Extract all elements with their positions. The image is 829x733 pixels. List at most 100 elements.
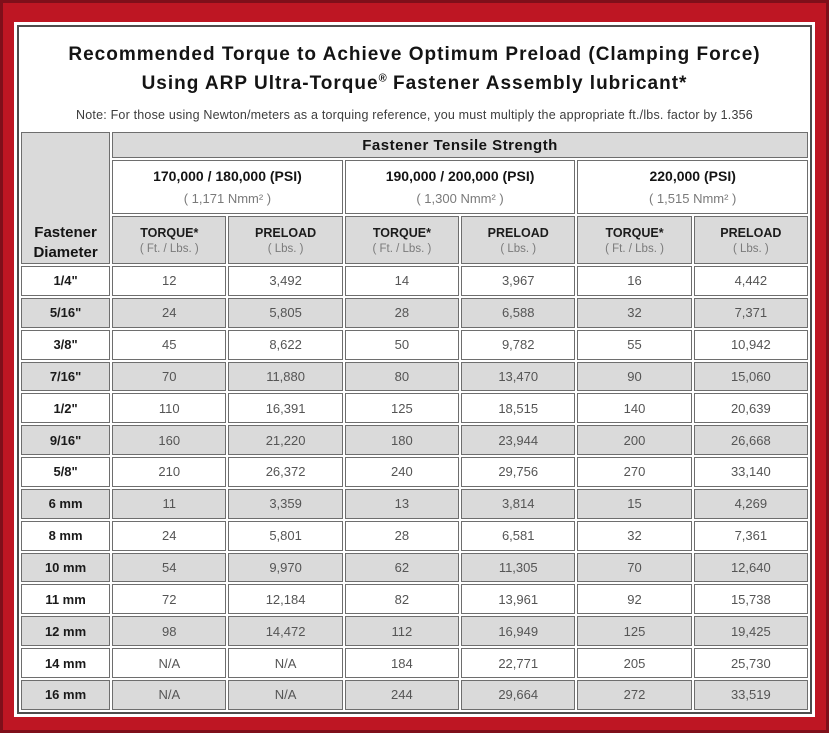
- fastener-diameter-cell: 14 mm: [21, 648, 111, 678]
- psi-group-170-180: 170,000 / 180,000 (PSI) ( 1,171 Nmm² ): [112, 160, 343, 214]
- preload-value-cell-2: 29,756: [461, 457, 576, 487]
- torque-value-cell-3: 16: [577, 266, 692, 296]
- table-row: 16 mm N/A N/A 244 29,664 272 33,519: [21, 679, 808, 710]
- preload-value-cell-2: 13,961: [461, 584, 576, 615]
- psi-group-190-200-nmm: ( 1,300 Nmm² ): [416, 191, 504, 206]
- table-row: 5/8" 210 26,372 240 29,756 270 33,140: [21, 457, 808, 487]
- torque-value-cell-1: 160: [112, 425, 227, 456]
- table-row: 1/2" 110 16,391 125 18,515 140 20,639: [21, 393, 808, 424]
- tensile-strength-header-row: Fastener Diameter Fastener Tensile Stren…: [21, 132, 808, 264]
- torque-subheader-1: TORQUE* ( Ft. / Lbs. ): [112, 216, 227, 264]
- psi-group-190-200: 190,000 / 200,000 (PSI) ( 1,300 Nmm² ): [344, 160, 576, 214]
- preload-value-cell-2: 23,944: [461, 425, 576, 456]
- psi-header-row: 170,000 / 180,000 (PSI) ( 1,171 Nmm² ) 1…: [21, 160, 808, 214]
- torque-value-cell-1: 70: [112, 361, 227, 392]
- conversion-note: Note: For those using Newton/meters as a…: [76, 108, 753, 122]
- torque-value-cell-1: N/A: [112, 679, 227, 710]
- psi-group-220-nmm: ( 1,515 Nmm² ): [648, 191, 737, 206]
- torque-value-cell-2: 28: [344, 297, 460, 328]
- preload-value-cell-3: 33,140: [693, 457, 808, 487]
- table-wrap: Fastener Diameter Fastener Tensile Stren…: [19, 130, 810, 712]
- preload-value-cell-1: 5,801: [228, 520, 343, 551]
- preload-value-cell-2: 3,967: [461, 266, 576, 296]
- preload-value-cell-1: 11,880: [228, 361, 343, 392]
- torque-value-cell-3: 270: [577, 457, 692, 487]
- torque-value-cell-1: 98: [112, 616, 227, 647]
- torque-value-cell-2: 14: [344, 266, 460, 296]
- table-row: 7/16" 70 11,880 80 13,470 90 15,060: [21, 361, 808, 392]
- preload-value-cell-2: 16,949: [461, 616, 576, 647]
- preload-value-cell-3: 4,442: [693, 266, 808, 296]
- fastener-diameter-header-line1: Fastener: [34, 223, 97, 241]
- torque-value-cell-1: 54: [112, 552, 227, 583]
- fastener-diameter-cell: 10 mm: [21, 552, 111, 583]
- preload-value-cell-3: 7,361: [693, 520, 808, 551]
- fastener-diameter-header: Fastener Diameter: [21, 132, 111, 264]
- table-row: 12 mm 98 14,472 112 16,949 125 19,425: [21, 616, 808, 647]
- table-row: 1/4" 12 3,492 14 3,967 16 4,442: [21, 266, 808, 296]
- torque-value-cell-3: 200: [577, 425, 692, 456]
- torque-value-cell-2: 13: [344, 488, 460, 519]
- preload-value-cell-1: N/A: [228, 679, 343, 710]
- torque-value-cell-2: 62: [344, 552, 460, 583]
- psi-group-170-180-label: 170,000 / 180,000 (PSI): [153, 168, 302, 184]
- table-row: 11 mm 72 12,184 82 13,961 92 15,738: [21, 584, 808, 615]
- preload-value-cell-2: 13,470: [461, 361, 576, 392]
- page-title-line1: Recommended Torque to Achieve Optimum Pr…: [68, 44, 761, 65]
- torque-value-cell-1: 210: [112, 457, 227, 487]
- preload-unit-1: ( Lbs. ): [267, 242, 304, 255]
- preload-value-cell-1: 3,492: [228, 266, 343, 296]
- torque-subheader-2: TORQUE* ( Ft. / Lbs. ): [344, 216, 460, 264]
- preload-value-cell-1: 5,805: [228, 297, 343, 328]
- preload-value-cell-1: 9,970: [228, 552, 343, 583]
- document-panel: Recommended Torque to Achieve Optimum Pr…: [14, 22, 815, 717]
- preload-value-cell-1: 8,622: [228, 329, 343, 360]
- torque-value-cell-2: 80: [344, 361, 460, 392]
- preload-value-cell-3: 19,425: [693, 616, 808, 647]
- torque-value-cell-1: 72: [112, 584, 227, 615]
- preload-value-cell-3: 20,639: [693, 393, 808, 424]
- fastener-diameter-cell: 1/4": [21, 266, 111, 296]
- torque-value-cell-2: 50: [344, 329, 460, 360]
- torque-value-cell-1: 12: [112, 266, 227, 296]
- torque-unit-1: ( Ft. / Lbs. ): [139, 242, 199, 255]
- fastener-diameter-cell: 16 mm: [21, 679, 111, 710]
- preload-value-cell-1: 26,372: [228, 457, 343, 487]
- preload-value-cell-3: 7,371: [693, 297, 808, 328]
- torque-value-cell-3: 205: [577, 648, 692, 678]
- torque-value-cell-2: 28: [344, 520, 460, 551]
- torque-value-cell-3: 125: [577, 616, 692, 647]
- preload-value-cell-1: 16,391: [228, 393, 343, 424]
- torque-label-1: TORQUE*: [140, 225, 199, 240]
- preload-value-cell-2: 11,305: [461, 552, 576, 583]
- torque-value-cell-2: 82: [344, 584, 460, 615]
- title-line2-pre: Using ARP Ultra-Torque: [141, 72, 379, 94]
- torque-table-body: 1/4" 12 3,492 14 3,967 16 4,442 5/16" 24…: [21, 266, 808, 710]
- psi-group-170-180-nmm: ( 1,171 Nmm² ): [183, 191, 272, 206]
- preload-value-cell-2: 9,782: [461, 329, 576, 360]
- torque-preload-table: Fastener Diameter Fastener Tensile Stren…: [19, 130, 810, 712]
- table-row: 10 mm 54 9,970 62 11,305 70 12,640: [21, 552, 808, 583]
- fastener-tensile-strength-header: Fastener Tensile Strength: [112, 132, 808, 158]
- fastener-diameter-cell: 6 mm: [21, 488, 111, 519]
- fastener-diameter-cell: 9/16": [21, 425, 111, 456]
- preload-value-cell-3: 4,269: [693, 488, 808, 519]
- preload-value-cell-3: 15,738: [693, 584, 808, 615]
- registered-trademark-symbol: ®: [378, 72, 387, 85]
- preload-value-cell-2: 3,814: [461, 488, 576, 519]
- preload-value-cell-3: 12,640: [693, 552, 808, 583]
- fastener-diameter-cell: 8 mm: [21, 520, 111, 551]
- torque-value-cell-3: 32: [577, 297, 692, 328]
- torque-value-cell-3: 32: [577, 520, 692, 551]
- torque-value-cell-3: 272: [577, 679, 692, 710]
- preload-label-3: PRELOAD: [720, 225, 782, 240]
- preload-value-cell-3: 33,519: [693, 679, 808, 710]
- torque-label-3: TORQUE*: [605, 225, 664, 240]
- preload-value-cell-1: 14,472: [228, 616, 343, 647]
- preload-subheader-2: PRELOAD ( Lbs. ): [461, 216, 576, 264]
- fastener-diameter-header-line2: Diameter: [33, 243, 98, 261]
- torque-unit-2: ( Ft. / Lbs. ): [372, 242, 432, 255]
- torque-value-cell-1: N/A: [112, 648, 227, 678]
- psi-group-220: 220,000 (PSI) ( 1,515 Nmm² ): [577, 160, 808, 214]
